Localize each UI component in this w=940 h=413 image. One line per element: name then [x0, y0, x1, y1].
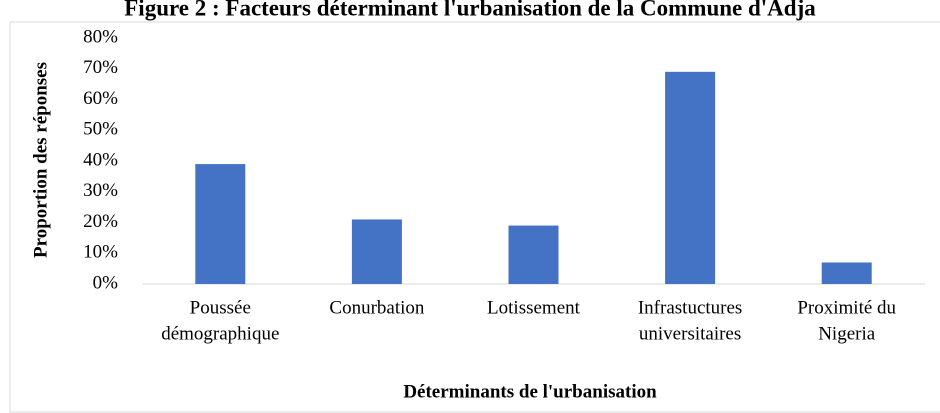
- x-tick-label: Lotissement: [487, 297, 581, 318]
- y-tick-label: 60%: [83, 88, 118, 109]
- y-tick-label: 20%: [83, 211, 118, 232]
- y-tick-label: 30%: [83, 180, 118, 201]
- y-tick-label: 70%: [83, 57, 118, 78]
- bar: [821, 262, 872, 284]
- x-tick-label: Infrastuctures: [638, 297, 742, 318]
- bar: [351, 219, 402, 284]
- x-tick-label: Conurbation: [329, 297, 424, 318]
- chart-border: [9, 21, 940, 413]
- y-tick-label: 50%: [83, 119, 118, 140]
- bar: [665, 71, 716, 284]
- y-tick-label: 0%: [93, 272, 119, 293]
- y-tick-label: 80%: [83, 26, 118, 47]
- x-tick-label: démographique: [161, 323, 279, 344]
- x-tick-label: Proximité du: [797, 297, 896, 318]
- bar: [195, 164, 246, 284]
- x-tick-label: Poussée: [190, 297, 251, 318]
- chart-title: Figure 2 : Facteurs déterminant l'urbani…: [124, 0, 816, 20]
- y-tick-label: 40%: [83, 149, 118, 170]
- bar: [508, 225, 559, 284]
- y-axis-label: Proportion des réponses: [30, 62, 51, 258]
- x-tick-label: Nigeria: [818, 323, 876, 344]
- x-axis-label: Déterminants de l'urbanisation: [403, 381, 657, 402]
- y-tick-label: 10%: [83, 242, 118, 263]
- x-tick-label: universitaires: [639, 323, 741, 344]
